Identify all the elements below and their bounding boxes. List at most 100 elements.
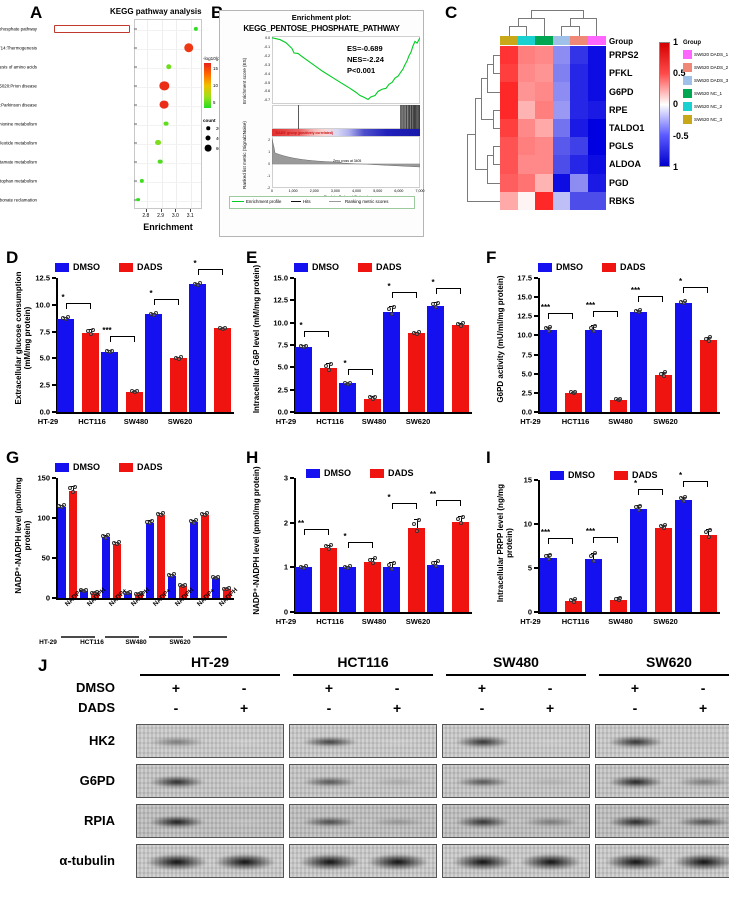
panelH-data-point	[461, 515, 465, 519]
panelE-significance-bracket	[392, 292, 417, 298]
panelD-data-point	[135, 389, 139, 393]
panel-a-dot	[136, 198, 140, 202]
panelG-y-tick	[52, 517, 56, 519]
panelF-data-point	[662, 374, 666, 378]
panel-j-treatment-symbol: +	[240, 700, 248, 716]
panel-j-blot-lane	[442, 844, 590, 878]
panel-c-group-swatch	[500, 36, 518, 45]
panel-b-x-tick-label: 2,000	[310, 189, 319, 193]
panelF-bar	[655, 375, 672, 412]
panel-j-band	[303, 737, 356, 748]
panel-c-row-dend	[487, 64, 488, 91]
panel-c-legend-label: SW620 NC_1	[694, 91, 722, 96]
panel-b-x-tick-label: 3,000	[331, 189, 340, 193]
panel-c-scale-tick-label: 0	[673, 99, 678, 109]
panel-j-cell-line-label: SW480	[442, 654, 590, 670]
panel-j-cell-line-rule	[293, 674, 433, 676]
panel-c-cell	[500, 119, 518, 138]
panel-j-treatment-symbol: +	[546, 700, 554, 716]
panelG-group-label: SW620	[150, 639, 210, 646]
panel-c-col-dend	[561, 26, 562, 36]
panel-c-cell	[535, 119, 553, 138]
panel-c-col-dend	[570, 18, 596, 19]
panelF-significance-bracket	[548, 313, 573, 319]
panel-j-band	[524, 817, 577, 826]
panelE-legend-label-dads: DADS	[376, 262, 402, 272]
panel-a-gridline-h	[135, 201, 201, 202]
panelD-bar	[214, 328, 231, 412]
panel-c-group-swatch	[588, 36, 606, 45]
panel-f-g6pd-activity: F 0.0 2.5 5.0 7.5 10.0 12.5 15.0 17.5 G6PD activ…	[480, 248, 729, 448]
panelD-bar	[170, 358, 187, 412]
panel-j-band	[524, 739, 577, 745]
panelI-y-tick	[534, 523, 538, 525]
panel-a-dot	[158, 159, 163, 164]
panel-a-y-tick	[134, 161, 137, 162]
panel-j-treatment-label: DADS	[20, 700, 115, 715]
panelF-y-tick	[534, 296, 538, 298]
panelD-y-tick	[52, 277, 56, 279]
panelG-data-point	[216, 575, 220, 579]
panel-c-gene-label: PGD	[609, 178, 629, 188]
panel-j-protein-label: α-tubulin	[20, 853, 115, 868]
panel-b-hit-marks	[272, 105, 420, 129]
panel-b-y-bottom-tick-label: 2	[245, 138, 270, 142]
panel-b-legend-line-hits	[291, 201, 301, 202]
panelI-data-point	[637, 508, 641, 512]
panel-a-y-tick	[134, 104, 137, 105]
panelE-bar	[408, 333, 425, 412]
panelF-significance-bracket	[683, 287, 708, 293]
panel-b-y-tick-label: -0.4	[245, 72, 270, 76]
panel-c-cell	[570, 46, 588, 65]
panelI-data-point	[704, 530, 708, 534]
panelF-legend-swatch-dmso	[538, 263, 552, 272]
panelF-data-point	[708, 335, 712, 339]
panelG-data-point	[183, 583, 187, 587]
panelD-x-tick-label: SW620	[150, 417, 210, 426]
panel-c-row-dend	[493, 146, 494, 164]
panelG-data-point	[62, 503, 66, 507]
panelI-data-point	[589, 554, 593, 558]
panel-c-col-dend	[518, 18, 544, 19]
panel-c-cell	[553, 192, 571, 211]
panel-b-y-bottom-tick-label: -2	[245, 186, 270, 190]
panel-b-title-line1: Enrichment plot:	[219, 13, 424, 22]
panelF-significance-bracket	[593, 311, 618, 317]
panelH-data-point	[373, 556, 377, 560]
panelF-legend-label-dmso: DMSO	[556, 262, 583, 272]
panelH-significance-label: *	[374, 493, 404, 502]
panel-c-cell	[588, 192, 606, 211]
panel-j-treatment-symbol: -	[701, 680, 706, 696]
panelF-significance-bracket	[638, 296, 663, 302]
panel-c-cell	[570, 64, 588, 83]
panelF-significance-label: *	[666, 277, 696, 286]
panel-j-treatment-symbol: +	[631, 680, 639, 696]
panelI-x-tick-label: SW620	[636, 617, 696, 626]
panel-c-row-dend	[493, 146, 500, 147]
panelE-x-tick-label: SW620	[388, 417, 448, 426]
panel-c-cell	[518, 64, 536, 83]
panelE-data-point	[392, 305, 396, 309]
panel-j-blot-lane	[442, 764, 590, 798]
panel-c-gene-label: RBKS	[609, 196, 635, 206]
panel-a-highlight-box	[54, 25, 130, 33]
panel-j-protein-label: G6PD	[20, 773, 115, 788]
panelF-bar	[675, 303, 692, 412]
panel-c-cell	[518, 82, 536, 101]
panel-j-band	[150, 737, 203, 746]
panelG-data-point	[73, 485, 77, 489]
panel-c-cell	[588, 64, 606, 83]
panel-c-row-dend	[467, 134, 475, 135]
panel-a-title: KEGG pathway analysis	[110, 7, 202, 16]
panelE-significance-bracket	[348, 369, 373, 375]
panel-b-y-bottom-tick-label: -1	[245, 174, 270, 178]
panel-c-cell	[535, 192, 553, 211]
panelH-data-point	[392, 561, 396, 565]
panel-c-cell	[570, 155, 588, 174]
panelE-y-tick	[290, 411, 294, 413]
panelD-x-axis	[56, 412, 234, 414]
panel-c-legend-label: SW620 NC_2	[694, 104, 722, 109]
panelG-group-underline	[193, 636, 227, 638]
panelG-legend-label-dmso: DMSO	[73, 462, 100, 472]
panel-c-row-dend	[493, 128, 500, 129]
